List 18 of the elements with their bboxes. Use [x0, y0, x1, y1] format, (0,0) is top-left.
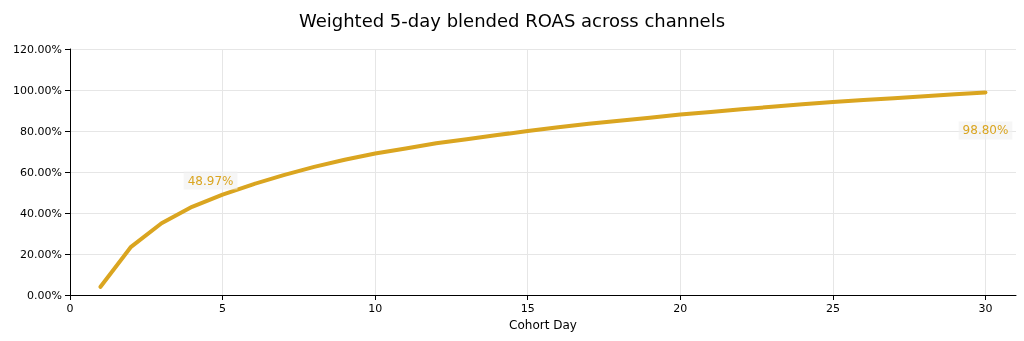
x-tick-label: 5	[219, 302, 227, 315]
x-tick-label: 30	[978, 302, 993, 315]
y-tick-label: 80.00%	[20, 124, 62, 138]
y-tick-label: 40.00%	[20, 206, 62, 220]
x-tick-label: 15	[520, 302, 535, 315]
y-tick-label: 0.00%	[27, 288, 62, 302]
x-tick-label: 0	[66, 302, 74, 315]
y-tick-label: 120.00%	[13, 42, 62, 56]
x-tick-label: 20	[673, 302, 688, 315]
x-axis-title: Cohort Day	[509, 318, 577, 332]
y-tick-label: 60.00%	[20, 165, 62, 179]
x-tick-label: 25	[825, 302, 840, 315]
y-tick-label: 100.00%	[13, 83, 62, 97]
chart-title: Weighted 5-day blended ROAS across channels	[298, 9, 726, 31]
data-label: 98.80%	[962, 123, 1009, 138]
x-tick-label: 10	[368, 302, 383, 315]
data-label: 48.97%	[187, 173, 234, 188]
y-tick-label: 20.00%	[20, 247, 62, 261]
